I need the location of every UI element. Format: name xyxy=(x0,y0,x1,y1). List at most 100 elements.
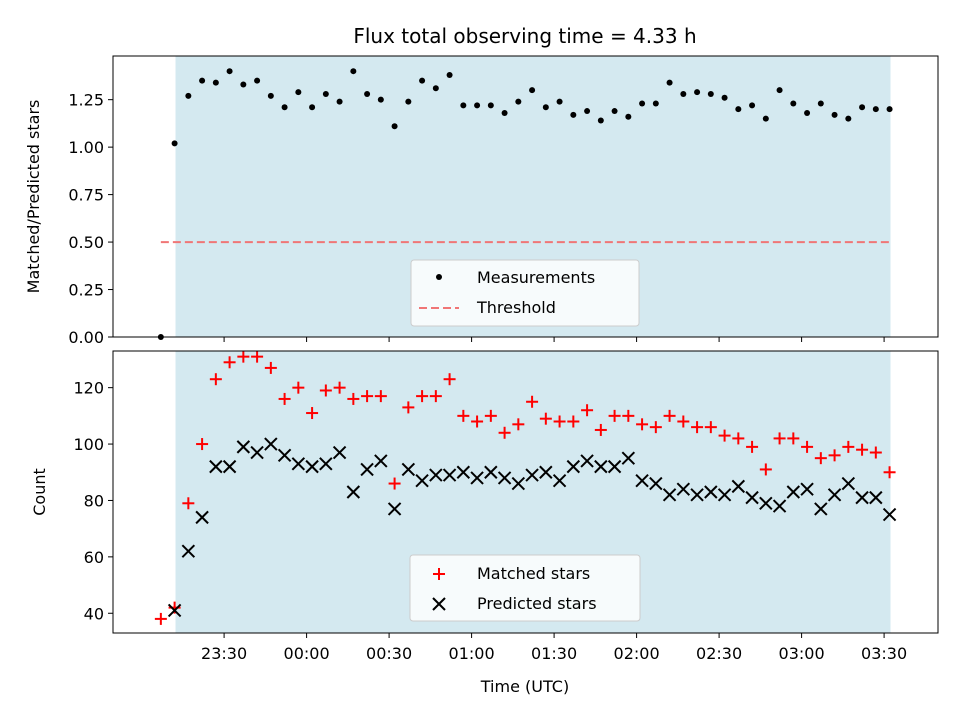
matched-star-point xyxy=(594,423,607,436)
predicted-star-point xyxy=(827,488,842,502)
matched-star-point xyxy=(608,409,621,422)
predicted-star-point xyxy=(442,468,457,482)
measurement-point xyxy=(831,111,838,118)
matched-star-point xyxy=(581,404,594,417)
measurement-point xyxy=(721,94,728,101)
matched-star-point xyxy=(471,415,484,428)
count-y-axis-title: Count xyxy=(30,468,49,516)
predicted-star-point xyxy=(305,459,319,474)
y-tick-label: 60 xyxy=(84,548,104,567)
measurement-point xyxy=(611,108,618,115)
matched-star-point xyxy=(443,373,456,386)
measurement-point xyxy=(639,100,646,107)
measurement-point xyxy=(254,77,261,84)
matched-legend-label: Matched stars xyxy=(477,564,590,583)
measurement-point xyxy=(350,68,357,75)
predicted-legend-label: Predicted stars xyxy=(477,594,597,613)
matched-star-point xyxy=(718,429,731,442)
y-tick-label: 120 xyxy=(73,379,104,398)
predicted-star-point xyxy=(855,490,869,505)
matched-star-point xyxy=(814,452,827,465)
matched-star-point xyxy=(237,350,250,363)
measurement-point xyxy=(680,90,687,97)
matched-star-point xyxy=(278,392,291,405)
measurement-point xyxy=(446,71,453,78)
predicted-star-point xyxy=(717,488,732,502)
count-legend: Matched stars Predicted stars xyxy=(409,554,641,622)
matched-star-point xyxy=(787,432,800,445)
matched-star-point xyxy=(292,381,305,394)
matched-star-point xyxy=(649,421,662,434)
predicted-star-point xyxy=(731,479,746,494)
predicted-star-point xyxy=(222,459,237,474)
ratio-legend-box xyxy=(410,259,640,327)
predicted-star-point xyxy=(277,448,292,463)
predicted-star-point xyxy=(250,445,264,460)
matched-star-point xyxy=(773,432,786,445)
matched-star-point xyxy=(347,392,360,405)
predicted-star-point xyxy=(236,440,251,454)
matched-star-point xyxy=(154,612,167,625)
y-tick-label: 100 xyxy=(73,435,104,454)
predicted-star-point xyxy=(264,437,278,451)
predicted-star-point xyxy=(635,474,649,488)
matched-star-point xyxy=(416,390,429,403)
matched-star-point xyxy=(567,415,580,428)
measurement-point xyxy=(212,79,219,86)
measurement-point xyxy=(295,89,302,96)
measurement-point xyxy=(625,113,632,120)
measurement-points xyxy=(157,68,893,340)
y-tick-label: 80 xyxy=(84,491,104,510)
matched-star-point xyxy=(746,440,759,453)
measurement-point xyxy=(309,104,316,111)
measurement-point xyxy=(570,111,577,118)
predicted-star-point xyxy=(552,474,567,488)
predicted-star-point xyxy=(195,510,209,525)
count-panel-frame xyxy=(112,350,939,634)
measurement-point xyxy=(666,79,673,86)
x-tick-label: 02:30 xyxy=(696,644,742,663)
measurement-legend-marker xyxy=(436,274,442,280)
predicted-star-point xyxy=(607,459,622,474)
measurement-point xyxy=(556,98,563,105)
ratio-legend: Measurements Threshold xyxy=(410,259,640,327)
count-legend-box xyxy=(409,554,641,622)
measurement-point xyxy=(185,92,192,99)
predicted-star-point xyxy=(786,485,801,499)
matched-star-point xyxy=(732,432,745,445)
predicted-star-point xyxy=(167,603,182,618)
x-axis-title: Time (UTC) xyxy=(480,677,569,696)
matched-star-point xyxy=(402,401,415,414)
predicted-star-point xyxy=(704,485,718,499)
count-points xyxy=(154,350,897,625)
predicted-star-point xyxy=(869,490,883,505)
predicted-star-point xyxy=(497,471,512,485)
predicted-legend-marker xyxy=(432,597,446,611)
measurement-point xyxy=(584,108,591,115)
matched-star-point xyxy=(677,415,690,428)
matched-star-point xyxy=(361,390,374,403)
measurement-point xyxy=(762,115,769,122)
predicted-star-point xyxy=(415,474,429,488)
x-tick-label: 03:30 xyxy=(861,644,907,663)
ratio-panel: 0.00 0.25 0.50 0.75 1.00 1.25 Matched/Predict… xyxy=(24,55,939,347)
matched-star-point xyxy=(704,421,717,434)
matched-star-point xyxy=(636,418,649,431)
predicted-star-point xyxy=(511,476,526,491)
matched-legend-marker xyxy=(433,568,445,580)
chart-title: Flux total observing time = 4.33 h xyxy=(353,24,696,48)
predicted-star-point xyxy=(882,507,897,522)
x-tick-label: 00:00 xyxy=(284,644,330,663)
predicted-star-point xyxy=(456,465,471,479)
y-tick-label: 0.25 xyxy=(68,281,104,300)
measurement-point xyxy=(790,100,797,107)
measurement-point xyxy=(804,109,811,116)
x-tick-label: 00:30 xyxy=(366,644,412,663)
y-tick-label: 0.75 xyxy=(68,186,104,205)
predicted-star-point xyxy=(539,465,553,479)
predicted-star-point xyxy=(319,457,333,471)
matched-star-point xyxy=(182,497,195,510)
predicted-star-point xyxy=(621,451,636,465)
measurement-point xyxy=(776,87,783,94)
